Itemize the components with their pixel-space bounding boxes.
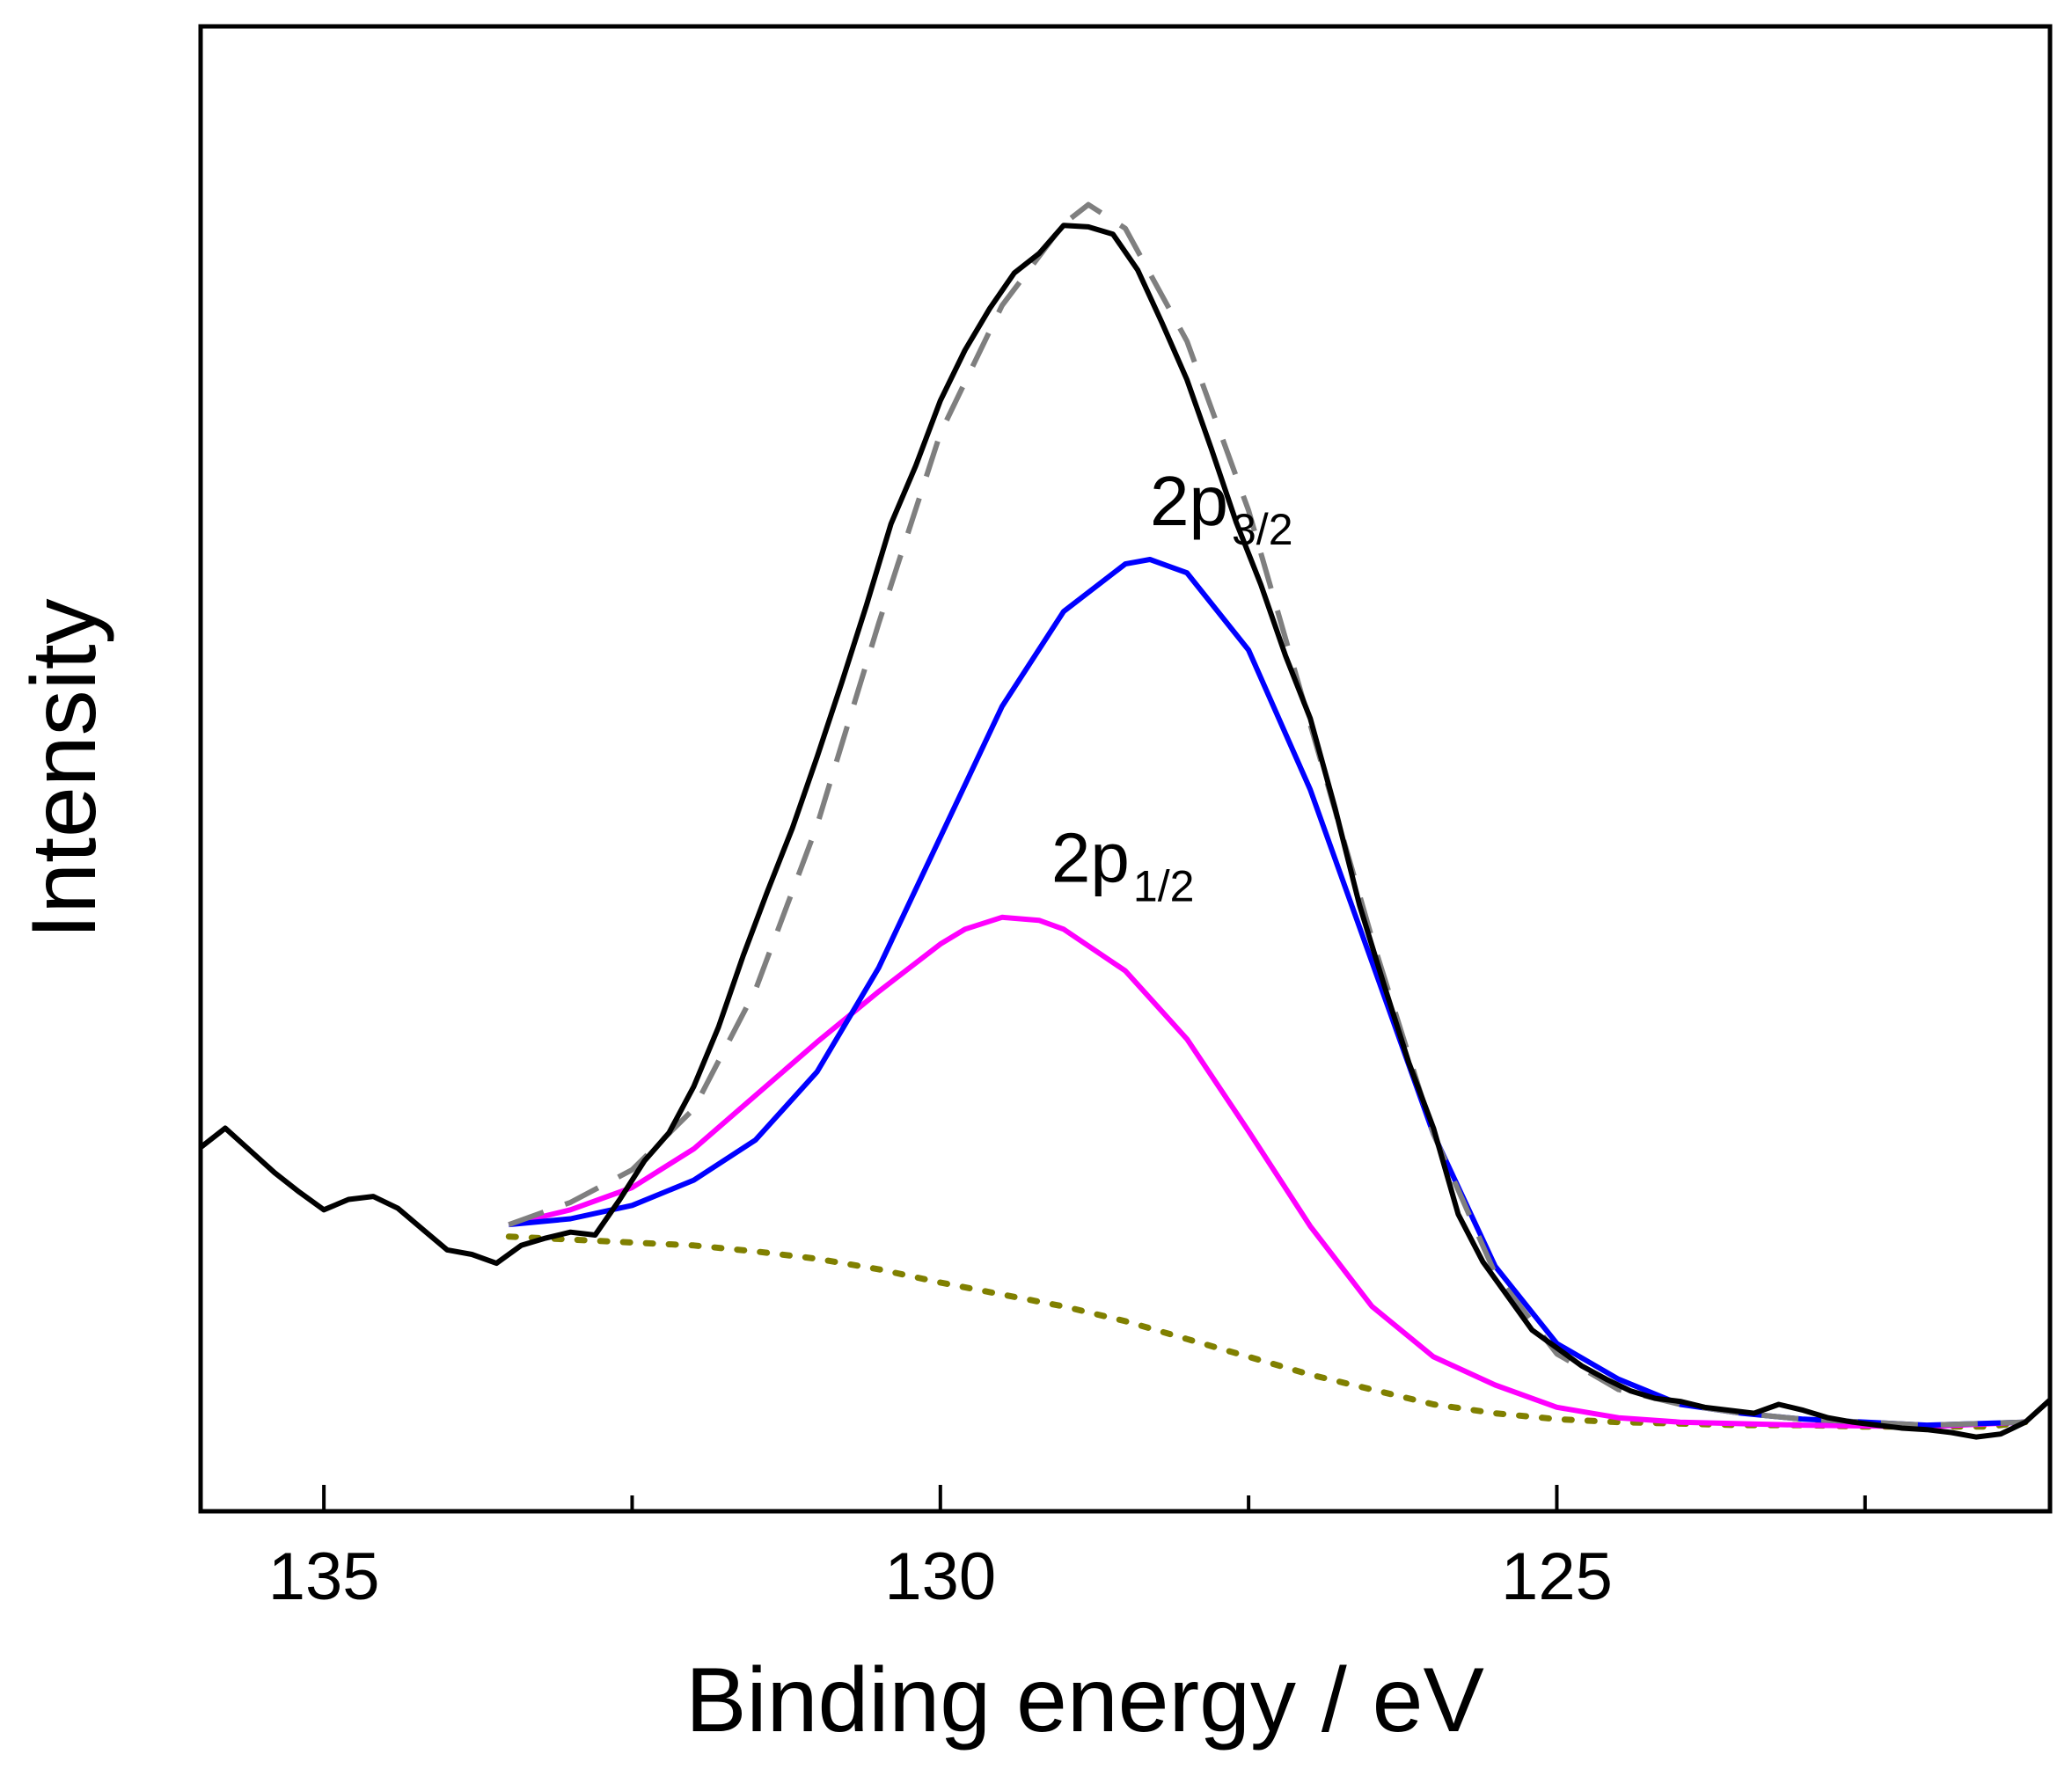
x-axis-label: Binding energy / eV: [685, 1649, 1484, 1751]
series-2p-three-half: [509, 557, 2026, 1429]
x-tick-label: 130: [884, 1539, 996, 1614]
x-tick-label: 125: [1501, 1539, 1613, 1614]
annotation-subscript: 3/2: [1232, 505, 1293, 554]
x-axis-ticks: [322, 1485, 1867, 1511]
annotation-subscript: 1/2: [1133, 861, 1195, 910]
series-experimental: [199, 223, 2053, 1440]
x-tick-label: 135: [268, 1539, 380, 1614]
plot-frame: [198, 24, 2053, 1514]
x-axis-tick-labels: 135 130 125: [268, 1539, 1613, 1614]
y-axis-label: Intensity: [13, 598, 115, 939]
plot-area: [199, 201, 2053, 1440]
series-2p-half: [508, 914, 2026, 1429]
series-fit-envelope: [508, 201, 2026, 1429]
